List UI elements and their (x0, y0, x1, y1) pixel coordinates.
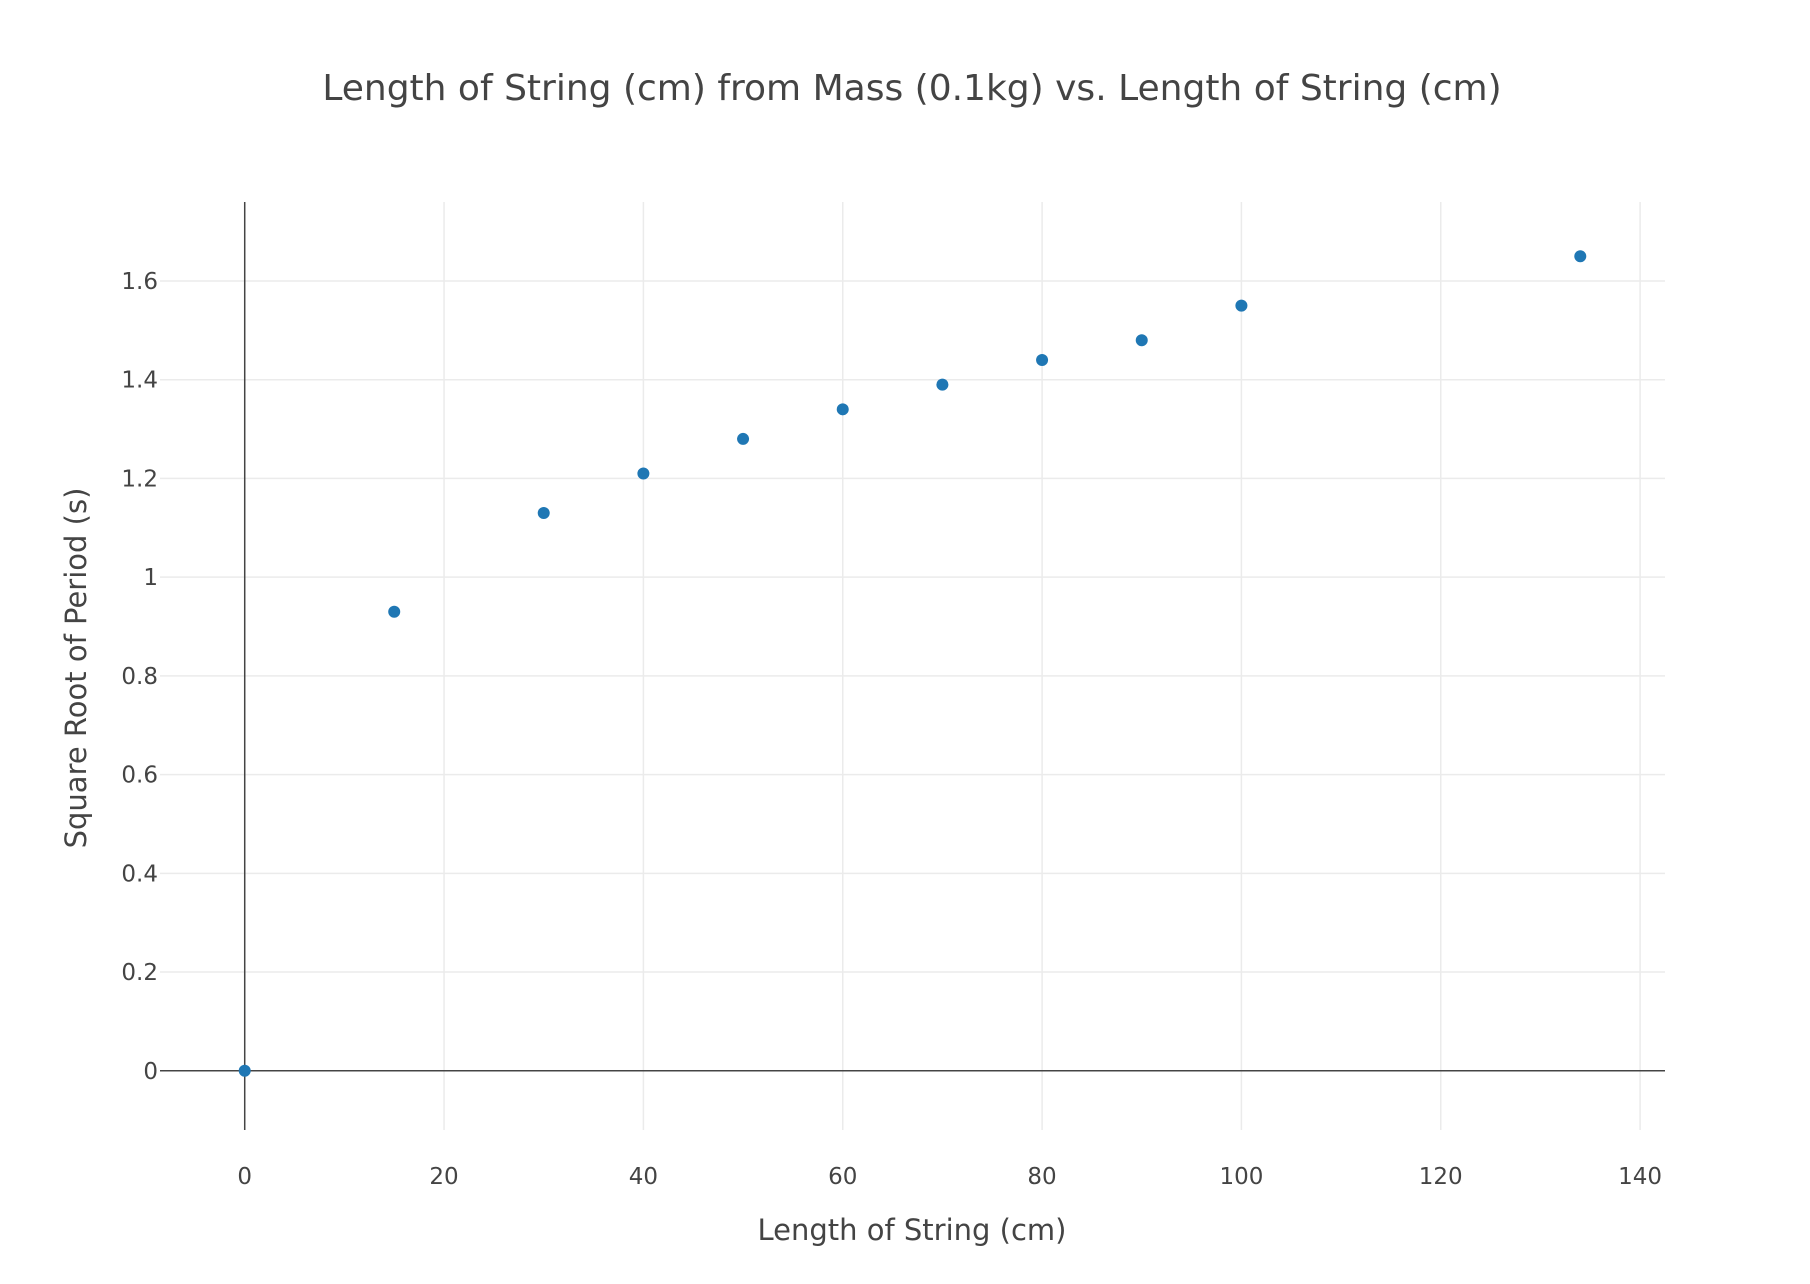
x-tick-label: 100 (1219, 1164, 1263, 1190)
y-tick-label: 1 (143, 565, 158, 591)
data-points (238, 250, 1587, 1077)
data-point (388, 605, 401, 618)
y-tick-label: 0.2 (121, 960, 158, 986)
y-tick-label: 1.2 (121, 466, 158, 492)
y-tick-label: 0.6 (121, 763, 158, 789)
x-tick-label: 140 (1618, 1164, 1662, 1190)
data-point (637, 467, 650, 480)
x-tick-label: 80 (1027, 1164, 1056, 1190)
y-tick-label: 1.6 (121, 269, 158, 295)
x-tick-label: 60 (828, 1164, 857, 1190)
x-tick-label: 0 (237, 1164, 252, 1190)
tick-labels: 0 20 40 60 80 100 120 140 0 0.2 0.4 0.6 0.8 1 1.2 1.4 1.… (121, 269, 1662, 1190)
data-point (1235, 299, 1248, 312)
data-point (1574, 250, 1587, 263)
chart-title: Length of String (cm) from Mass (0.1kg) … (322, 68, 1501, 109)
x-tick-label: 40 (629, 1164, 658, 1190)
data-point (1135, 334, 1148, 347)
y-tick-label: 1.4 (121, 368, 158, 394)
data-point (238, 1064, 251, 1077)
x-tick-label: 120 (1419, 1164, 1463, 1190)
x-tick-label: 20 (429, 1164, 458, 1190)
grid-lines (160, 202, 1665, 1130)
data-point (836, 403, 849, 416)
y-tick-label: 0.8 (121, 664, 158, 690)
y-tick-label: 0.4 (121, 861, 158, 887)
x-axis-title: Length of String (cm) (757, 1213, 1066, 1247)
data-point (1036, 353, 1049, 366)
y-tick-label: 0 (143, 1059, 158, 1085)
data-point (936, 378, 949, 391)
y-axis-title: Square Root of Period (s) (59, 488, 93, 849)
zero-lines (160, 202, 1665, 1130)
data-point (737, 432, 750, 445)
data-point (537, 506, 550, 519)
